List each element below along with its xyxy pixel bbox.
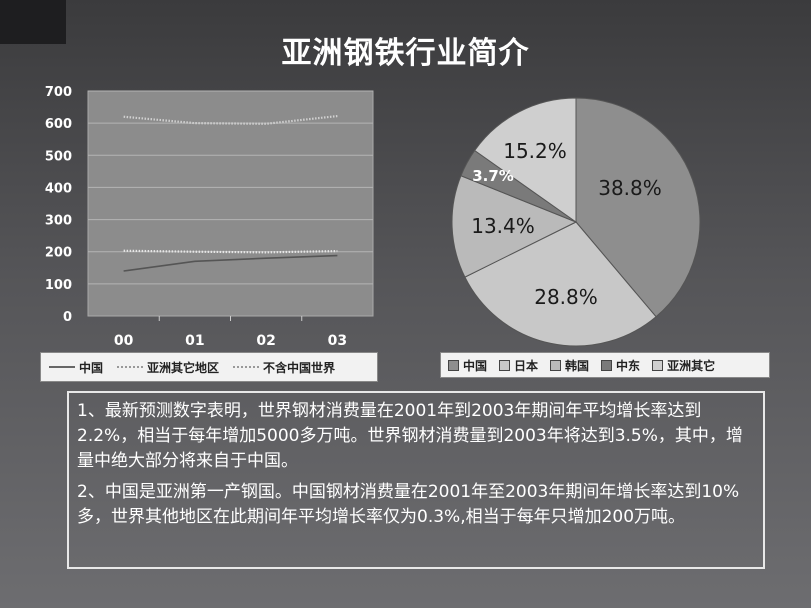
x-tick-label: 01	[185, 333, 204, 349]
line-chart-legend: 中国 亚洲其它地区 不含中国世界	[40, 352, 378, 382]
pie-data-label: 13.4%	[471, 214, 535, 238]
y-tick-label: 600	[45, 117, 72, 132]
y-tick-label: 700	[45, 85, 72, 100]
x-tick-label: 02	[256, 333, 275, 349]
slide-title: 亚洲钢铁行业简介	[281, 36, 530, 71]
legend-label: 不含中国世界	[263, 360, 336, 375]
legend-line-swatch	[117, 366, 144, 368]
y-tick-label: 0	[63, 310, 72, 325]
legend-color-swatch	[601, 359, 613, 371]
summary-paragraph-1: 1、最新预测数字表明，世界钢材消费量在2001年到2003年期间年平均增长率达到…	[77, 401, 743, 471]
summary-paragraph-2: 2、中国是亚洲第一产钢国。中国钢材消费量在2001年至2003年期间年增长率达到…	[77, 482, 740, 527]
legend-line-swatch	[233, 366, 260, 368]
line-series-1	[123, 254, 338, 272]
y-tick-label: 500	[45, 149, 72, 164]
line-legend-item-3: 不含中国世界	[233, 359, 335, 376]
plot-area	[87, 90, 374, 317]
pie-data-label: 28.8%	[534, 285, 598, 309]
summary-textbox: 1、最新预测数字表明，世界钢材消费量在2001年到2003年期间年平均增长率达到…	[67, 391, 765, 569]
pie-data-label: 3.7%	[472, 167, 514, 185]
legend-color-swatch	[652, 359, 664, 371]
y-tick-label: 100	[45, 278, 72, 293]
legend-label: 中东	[616, 358, 641, 373]
legend-label: 日本	[514, 358, 539, 373]
y-tick-label: 200	[45, 246, 72, 261]
legend-color-swatch	[550, 359, 562, 371]
line-legend-item-2: 亚洲其它地区	[117, 359, 219, 376]
line-series-2	[123, 249, 338, 254]
legend-label: 中国	[463, 358, 488, 373]
pie-slice-1	[575, 97, 701, 318]
pie-slice-5	[474, 97, 577, 223]
x-tick-label: 03	[328, 333, 347, 349]
legend-label: 亚洲其它地区	[147, 360, 220, 375]
pie-legend-item-3: 韩国	[550, 357, 589, 374]
pie-chart: 38.8% 28.8% 13.4% 3.7% 15.2%	[451, 97, 701, 347]
line-legend-item-1: 中国	[49, 359, 103, 376]
pie-legend-item-1: 中国	[448, 357, 487, 374]
legend-color-swatch	[448, 359, 459, 371]
legend-label: 韩国	[565, 358, 590, 373]
pie-data-label: 15.2%	[503, 139, 567, 163]
legend-label: 中国	[79, 360, 104, 375]
pie-chart-legend: 中国 日本 韩国 中东 亚洲其它	[440, 352, 770, 378]
pie-legend-item-4: 中东	[601, 357, 640, 374]
line-chart: 0 100 200 300 400 500 600 700 00 01 02 03	[45, 85, 374, 349]
corner-decoration	[0, 0, 66, 44]
pie-slice-2	[464, 221, 657, 347]
y-tick-label: 300	[45, 214, 72, 229]
pie-legend-item-5: 亚洲其它	[652, 357, 715, 374]
pie-legend-item-2: 日本	[499, 357, 538, 374]
x-tick-label: 00	[114, 333, 134, 349]
legend-line-swatch	[49, 366, 75, 368]
legend-label: 亚洲其它	[667, 358, 716, 373]
pie-slice-3	[451, 175, 578, 278]
legend-color-swatch	[499, 359, 511, 371]
y-tick-label: 400	[45, 181, 72, 196]
pie-data-label: 38.8%	[598, 176, 662, 200]
